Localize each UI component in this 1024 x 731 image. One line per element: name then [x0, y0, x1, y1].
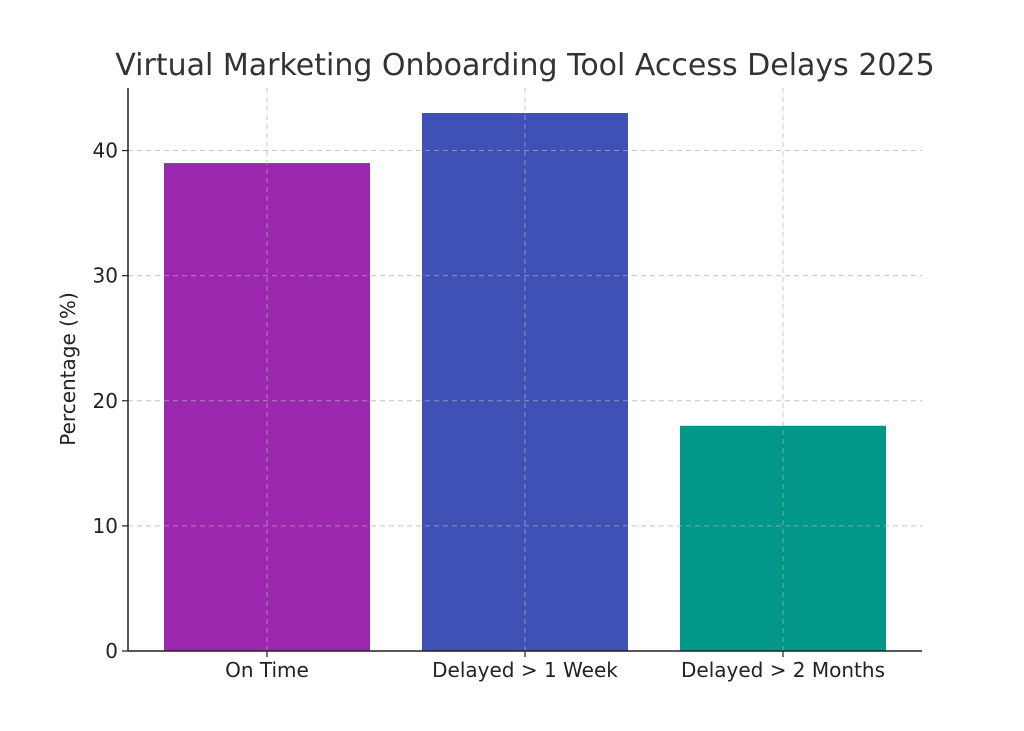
chart-title: Virtual Marketing Onboarding Tool Access…	[115, 48, 934, 83]
y-tick-label: 40	[93, 139, 118, 163]
x-tick-label: Delayed > 1 Week	[432, 658, 618, 682]
x-tick-label: Delayed > 2 Months	[681, 658, 885, 682]
y-tick-label: 10	[93, 514, 118, 538]
grid-overlay	[128, 88, 922, 651]
y-tick-label: 0	[105, 639, 118, 663]
y-axis-label: Percentage (%)	[56, 292, 80, 445]
bar-1	[422, 113, 628, 652]
y-tick-label: 20	[93, 389, 118, 413]
x-tick-label: On Time	[225, 658, 309, 682]
y-axis-ticks: 0 10 20 30 40	[93, 139, 128, 663]
bars	[164, 113, 886, 652]
y-tick-label: 30	[93, 264, 118, 288]
x-axis-ticks: On Time Delayed > 1 Week Delayed > 2 Month…	[225, 651, 885, 682]
